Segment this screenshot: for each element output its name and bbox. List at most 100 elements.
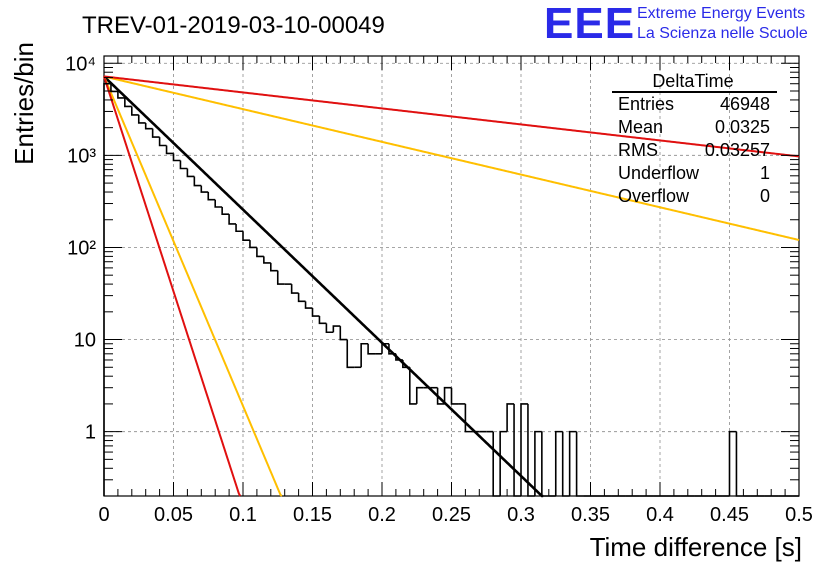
stats-row-label: RMS: [618, 140, 658, 160]
histogram-bin: [200, 185, 209, 193]
histogram-bin: [186, 168, 195, 178]
x-tick-label: 0: [98, 504, 109, 526]
eee-logo-line2: La Scienza nelle Scuole: [637, 25, 808, 42]
histogram-bin: [124, 97, 132, 108]
histogram-bin: [402, 359, 410, 369]
histogram-bin: [541, 431, 549, 497]
fit-curve: [103, 76, 283, 497]
histogram-bin: [388, 343, 396, 355]
histogram-bin: [318, 316, 327, 325]
histogram-bin: [144, 122, 153, 130]
stats-rows: Entries 46948 Mean 0.0325 RMS 0.03257Underflo…: [618, 94, 770, 206]
histogram-bin: [527, 403, 535, 497]
x-tick-label: 0.05: [154, 504, 193, 526]
histogram-bin: [235, 223, 243, 233]
stats-row-value: 46948: [720, 94, 770, 114]
stats-row-label: Mean: [618, 117, 663, 137]
x-tick-label: 0.1: [229, 504, 257, 526]
x-tick-label: 0.15: [293, 504, 332, 526]
histogram-bin: [263, 256, 271, 264]
fit-curve: [103, 75, 800, 158]
axis-ticks: [103, 56, 800, 497]
y-axis-title: Entries/bin: [9, 42, 39, 165]
histogram-bin: [492, 431, 501, 497]
stats-box-title: DeltaTime: [652, 71, 733, 91]
histogram-bin: [179, 160, 188, 170]
histogram-bin: [436, 387, 445, 405]
histogram-bin: [409, 367, 417, 405]
histogram-bin: [728, 430, 737, 496]
x-tick-label: 0.3: [507, 504, 535, 526]
histogram-bin: [228, 214, 237, 225]
histogram-bin: [381, 342, 389, 354]
histogram-bin: [332, 325, 341, 333]
histogram-bin: [499, 430, 508, 496]
histogram-bin: [172, 153, 181, 162]
histogram-bin: [214, 199, 223, 208]
histogram-bin: [450, 387, 459, 405]
fit-curves: [103, 75, 800, 498]
histogram-bin: [242, 231, 250, 241]
histogram-bin: [339, 326, 348, 341]
histogram-bin: [304, 301, 313, 309]
histogram-bin: [207, 192, 216, 201]
histogram-bin: [568, 430, 577, 496]
histogram-bin: [360, 342, 369, 368]
histogram-bin: [290, 284, 299, 294]
y-tick-label: 10: [74, 330, 96, 352]
y-tick-label: 1: [85, 422, 96, 444]
histogram-bin: [297, 293, 306, 303]
histogram-bin: [270, 262, 278, 272]
y-tick-label: 10³: [67, 145, 96, 167]
histogram-bin: [165, 145, 174, 155]
histogram-bin: [534, 430, 542, 496]
histogram-bin: [554, 430, 563, 496]
histogram-bin: [395, 353, 403, 361]
plot-title: TREV-01-2019-03-10-00049: [82, 12, 385, 39]
fit-curve: [103, 76, 242, 497]
histogram-bin: [158, 137, 167, 147]
histogram-bin: [256, 247, 264, 258]
y-tick-labels: 1 10 10² 10³ 10⁴: [65, 53, 96, 443]
fit-curve: [103, 75, 544, 498]
histogram-bin: [193, 176, 202, 187]
histogram-bin: [367, 343, 376, 355]
histogram-bin: [151, 128, 160, 138]
stats-row-value: 0.0325: [715, 117, 770, 137]
histogram-bin: [561, 431, 570, 497]
histogram-bin: [311, 308, 320, 317]
histogram-bin: [325, 323, 334, 334]
histogram-bin: [346, 339, 355, 369]
x-tick-label: 0.45: [710, 504, 749, 526]
histogram-bin: [117, 91, 125, 99]
histogram-bin: [131, 106, 139, 116]
histogram-bin: [506, 403, 515, 432]
eee-logo: EEE Extreme Energy Events La Scienza nel…: [544, 0, 808, 48]
histogram-bin: [221, 207, 230, 215]
histogram-bin: [443, 386, 452, 404]
stats-row-label: Overflow: [618, 186, 690, 206]
stats-row-value: 0: [760, 186, 770, 206]
x-tick-label: 0.4: [646, 504, 674, 526]
histogram-bin: [513, 403, 521, 497]
stats-row-value: 1: [760, 163, 770, 183]
x-axis-title: Time difference [s]: [590, 532, 802, 562]
x-tick-labels: 0 0.05 0.1 0.15 0.2 0.25 0.3 0.35 0.4 0.45 0.5: [98, 504, 812, 526]
x-tick-label: 0.25: [432, 504, 471, 526]
histogram-bin: [276, 270, 285, 285]
histogram-bin: [464, 403, 473, 433]
y-tick-label: 10²: [67, 237, 96, 259]
histogram-bin: [249, 240, 257, 249]
stats-row-label: Underflow: [618, 163, 700, 183]
histogram-bin: [137, 114, 146, 124]
histogram-bin: [415, 386, 424, 404]
y-tick-label: 10⁴: [65, 53, 96, 75]
histogram-bin: [103, 82, 111, 496]
fit-curve: [103, 75, 800, 241]
x-tick-label: 0.2: [368, 504, 396, 526]
histogram-bin: [520, 403, 528, 496]
eee-logo-line1: Extreme Energy Events: [637, 5, 805, 22]
histogram-bin: [575, 431, 584, 497]
stats-box: DeltaTime Entries 46948 Mean 0.0325 RMS 0.032…: [612, 71, 777, 206]
